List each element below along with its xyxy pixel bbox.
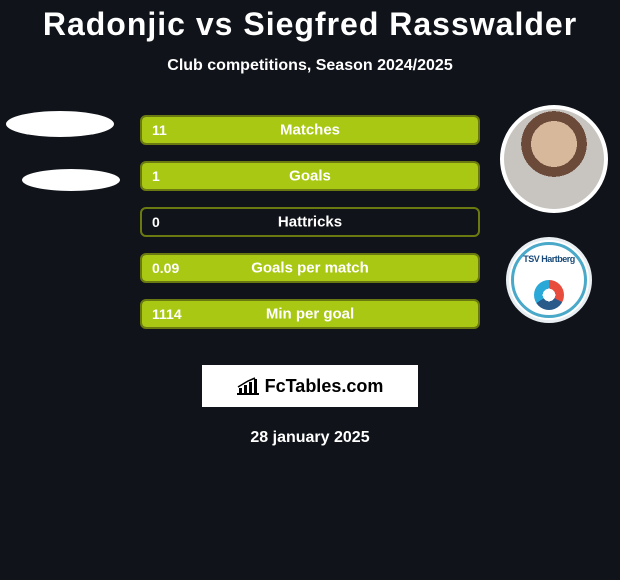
stat-bar-label: Hattricks: [278, 214, 342, 231]
stat-bars: 11 Matches 1 Goals 0 Hattricks 0.09 Goals per m…: [140, 111, 480, 329]
stat-bar-label: Goals: [289, 168, 331, 185]
left-avatar-column: [0, 111, 130, 191]
right-avatar-column: TSV Hartberg: [500, 105, 600, 323]
stat-bar-row: 0 Hattricks: [140, 207, 480, 237]
stat-bar-label: Matches: [280, 122, 340, 139]
site-logo-text: FcTables.com: [265, 376, 384, 397]
stat-bar-row: 1114 Min per goal: [140, 299, 480, 329]
page-title: Radonjic vs Siegfred Rasswalder: [0, 0, 620, 43]
chart-icon: [237, 377, 259, 395]
stat-bar-row: 0.09 Goals per match: [140, 253, 480, 283]
stat-bar-left-value: 1114: [152, 306, 182, 322]
stat-bar-left-value: 11: [152, 122, 167, 138]
club-logo-ball-icon: [534, 280, 564, 310]
player-avatar: [500, 105, 608, 213]
date-label: 28 january 2025: [0, 429, 620, 447]
stat-bar-row: 11 Matches: [140, 115, 480, 145]
club-logo-placeholder-1: [22, 169, 120, 191]
stat-bar-label: Goals per match: [251, 260, 369, 277]
site-logo: FcTables.com: [202, 365, 418, 407]
stats-area: TSV Hartberg 11 Matches 1 Goals 0 Hattricks 0.…: [0, 111, 620, 351]
avatar-placeholder-1: [6, 111, 114, 137]
club-logo: TSV Hartberg: [506, 237, 592, 323]
stat-bar-label: Min per goal: [266, 306, 354, 323]
club-logo-text: TSV Hartberg: [509, 254, 589, 264]
stat-bar-row: 1 Goals: [140, 161, 480, 191]
stat-bar-left-value: 0: [152, 214, 160, 230]
stat-bar-left-value: 1: [152, 168, 160, 184]
stat-bar-left-value: 0.09: [152, 260, 179, 276]
subtitle: Club competitions, Season 2024/2025: [0, 57, 620, 75]
